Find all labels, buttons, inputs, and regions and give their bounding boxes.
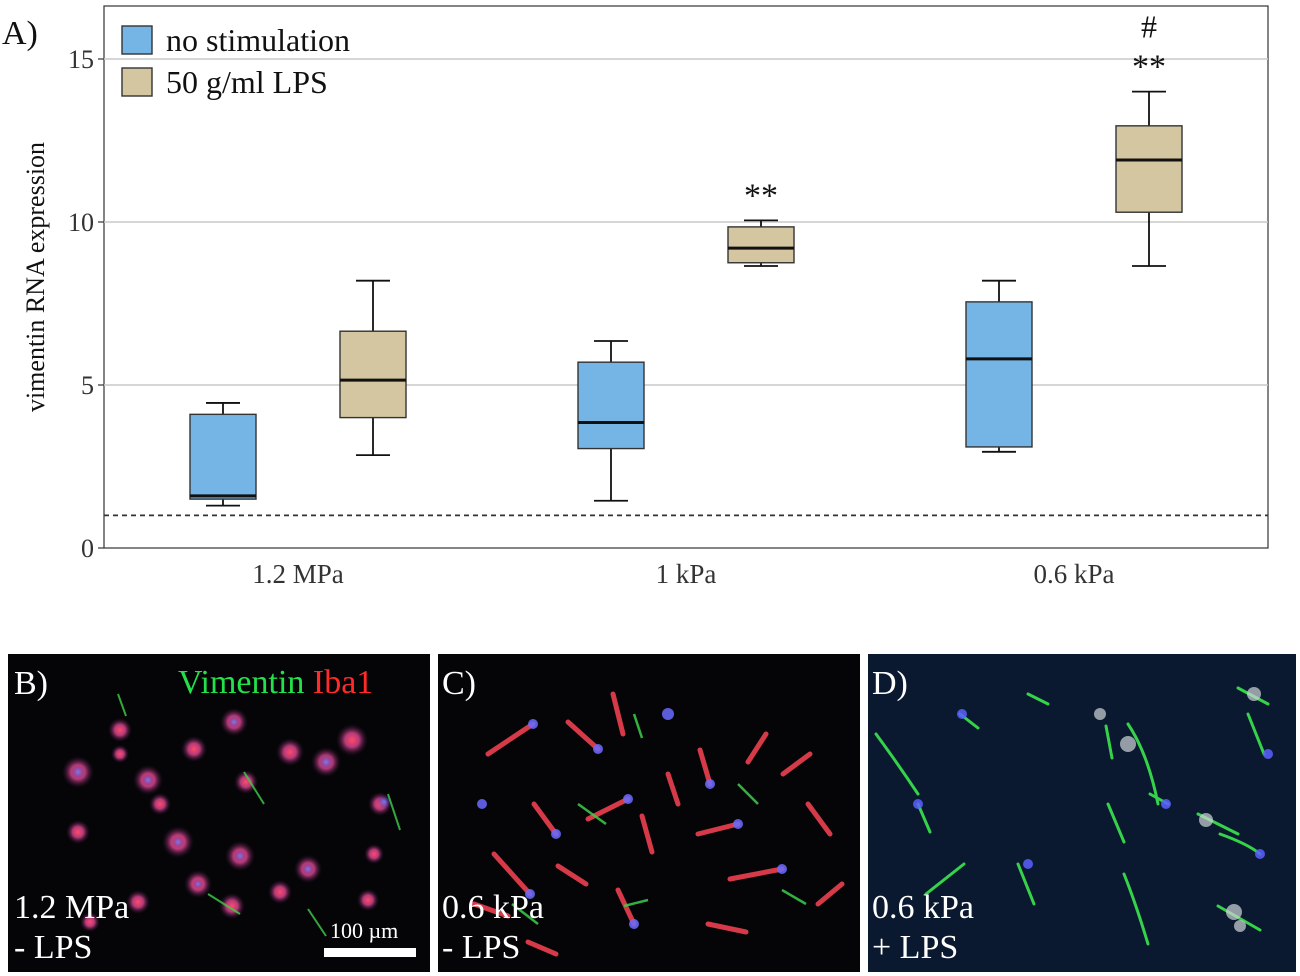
panel-d-condition-2: + LPS (872, 929, 959, 966)
panel-b-condition-2: - LPS (14, 929, 93, 966)
box-iqr (965, 301, 1033, 448)
legend-swatch (121, 25, 153, 55)
significance-marker: ** (744, 177, 778, 214)
micrograph-panel-b: B) Vimentin Iba1 1.2 MPa - LPS 100 µm (8, 654, 430, 972)
micrograph-panel-d: D) 0.6 kPa + LPS (868, 654, 1296, 972)
legend-label: no stimulation (166, 22, 350, 58)
panel-d-condition-1: 0.6 kPa (872, 889, 974, 926)
box-50-g-ml-lps-1: ** (727, 177, 795, 267)
legend-label: 50 g/ml LPS (166, 64, 328, 100)
stain-red-label: Iba1 (312, 664, 374, 701)
scale-bar (324, 948, 416, 957)
y-tick-label: 15 (68, 45, 94, 74)
box-no-stimulation-0 (189, 402, 257, 507)
micrograph-b-cells (62, 693, 401, 937)
box-iqr (577, 361, 645, 450)
y-axis-label: vimentin RNA expression (21, 142, 50, 412)
stain-green-label: Vimentin (178, 664, 305, 701)
micrograph-panel-c: C) 0.6 kPa - LPS (438, 654, 860, 972)
micrograph-d-cells (874, 686, 1273, 946)
panel-c-label: C) (442, 665, 476, 702)
y-tick-label: 0 (81, 534, 94, 563)
panel-c-condition-2: - LPS (442, 929, 521, 966)
panel-d-label: D) (872, 665, 908, 702)
box-iqr (339, 330, 407, 419)
panel-c-condition-1: 0.6 kPa (442, 889, 544, 926)
box-iqr (727, 226, 795, 264)
y-tick-label: 5 (81, 371, 94, 400)
box-no-stimulation-1 (577, 340, 645, 502)
box-plot-chart: A) 0 5 10 15 vimentin RNA expression 1.2 MPa 1 … (2, 5, 1269, 589)
scale-bar-label: 100 µm (330, 918, 399, 943)
panel-b-condition-1: 1.2 MPa (14, 889, 130, 926)
y-tick-label: 10 (68, 208, 94, 237)
significance-marker: ** (1132, 49, 1166, 86)
box-iqr (1115, 125, 1183, 213)
panel-a-label: A) (2, 15, 38, 52)
box-no-stimulation-2 (965, 279, 1033, 453)
significance-marker-secondary: # (1141, 9, 1157, 45)
x-tick-label: 1.2 MPa (252, 559, 344, 589)
box-50-g-ml-lps-2: ** # (1115, 9, 1183, 267)
panel-b-label: B) (14, 665, 48, 702)
x-tick-label: 1 kPa (656, 559, 717, 589)
legend-swatch (121, 67, 153, 97)
micrograph-c-cells (471, 691, 845, 957)
stain-legend: Vimentin Iba1 (178, 664, 373, 702)
plot-area (103, 5, 1269, 549)
box-50-g-ml-lps-0 (339, 279, 407, 456)
box-iqr (189, 413, 257, 500)
x-tick-label: 0.6 kPa (1034, 559, 1115, 589)
